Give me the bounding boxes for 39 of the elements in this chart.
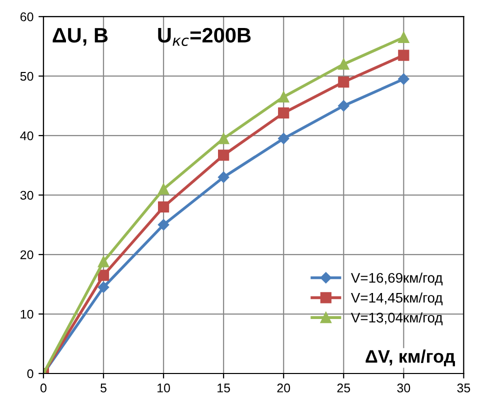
point (398, 50, 410, 61)
point (98, 282, 110, 293)
x-tick-label: 0 (40, 384, 46, 392)
point (338, 100, 350, 112)
point (338, 58, 350, 70)
x-tick-label: 35 (457, 384, 470, 392)
point (158, 219, 170, 230)
point (338, 76, 350, 88)
x-tick-label: 15 (218, 384, 230, 392)
point (398, 32, 410, 43)
point (218, 132, 230, 144)
y-tick-label: 30 (20, 190, 34, 200)
point (218, 172, 230, 183)
legend-label: V=14,45км/год (350, 292, 443, 306)
x-axis-title: ΔV, км/год (366, 350, 455, 366)
point (158, 184, 170, 195)
y-axis-title: ΔU, B (52, 28, 108, 46)
point (98, 256, 110, 268)
y-tick-label: 40 (20, 131, 34, 140)
x-tick-label: 25 (337, 384, 350, 392)
point (278, 91, 290, 102)
legend-label: V=16,69км/год (350, 272, 443, 286)
point (278, 107, 290, 119)
x-tick-label: 30 (397, 384, 410, 392)
annotation: U$_{кс}$=200B (158, 28, 251, 46)
legend-label: V=13,04км/год (350, 312, 443, 326)
y-tick-label: 50 (20, 72, 34, 81)
y-tick-label: 10 (20, 310, 34, 319)
point (98, 270, 110, 281)
point (218, 150, 230, 161)
x-tick-label: 5 (100, 384, 106, 392)
point (158, 201, 170, 213)
point (398, 73, 410, 85)
x-tick-label: 20 (277, 384, 290, 392)
point (278, 132, 290, 144)
y-tick-label: 60 (20, 12, 34, 22)
y-tick-label: 20 (20, 250, 34, 260)
x-tick-label: 10 (158, 384, 170, 392)
y-tick-label: 0 (27, 369, 34, 378)
